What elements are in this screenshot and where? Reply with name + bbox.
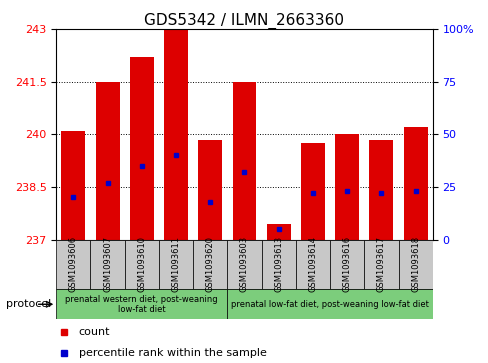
Bar <box>329 240 364 289</box>
Title: GDS5342 / ILMN_2663360: GDS5342 / ILMN_2663360 <box>144 13 344 29</box>
Text: GSM1093607: GSM1093607 <box>103 236 112 293</box>
Bar <box>232 82 256 240</box>
Bar <box>90 240 124 289</box>
Bar <box>334 134 358 240</box>
Bar <box>163 29 187 240</box>
Text: protocol: protocol <box>6 299 51 309</box>
Bar <box>129 57 153 240</box>
Bar <box>398 240 432 289</box>
Text: count: count <box>79 327 110 337</box>
Bar <box>300 143 324 240</box>
Bar <box>227 289 432 319</box>
Bar <box>227 240 261 289</box>
Text: prenatal low-fat diet, post-weaning low-fat diet: prenatal low-fat diet, post-weaning low-… <box>231 300 428 309</box>
Text: GSM1093613: GSM1093613 <box>274 236 283 293</box>
Bar <box>364 240 398 289</box>
Bar <box>56 289 227 319</box>
Bar <box>56 240 90 289</box>
Bar <box>295 240 329 289</box>
Text: GSM1093618: GSM1093618 <box>410 236 419 293</box>
Bar <box>261 240 295 289</box>
Bar <box>369 140 392 240</box>
Text: GSM1093616: GSM1093616 <box>342 236 351 293</box>
Text: GSM1093614: GSM1093614 <box>308 236 317 292</box>
Text: GSM1093620: GSM1093620 <box>205 236 214 292</box>
Text: GSM1093606: GSM1093606 <box>69 236 78 293</box>
Bar <box>403 127 427 240</box>
Bar <box>198 140 222 240</box>
Text: GSM1093610: GSM1093610 <box>137 236 146 292</box>
Bar <box>124 240 159 289</box>
Bar <box>96 82 119 240</box>
Text: percentile rank within the sample: percentile rank within the sample <box>79 348 266 358</box>
Bar <box>159 240 193 289</box>
Text: GSM1093611: GSM1093611 <box>171 236 180 292</box>
Bar <box>193 240 227 289</box>
Bar <box>61 131 85 240</box>
Text: GSM1093617: GSM1093617 <box>376 236 385 293</box>
Text: GSM1093603: GSM1093603 <box>240 236 248 293</box>
Bar <box>266 224 290 240</box>
Text: prenatal western diet, post-weaning
low-fat diet: prenatal western diet, post-weaning low-… <box>65 294 218 314</box>
